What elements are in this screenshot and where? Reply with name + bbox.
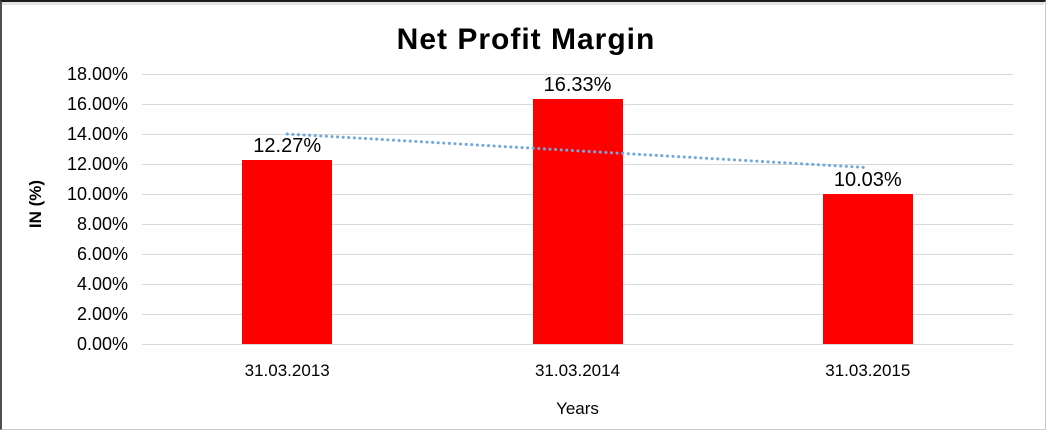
x-tick-label: 31.03.2015 (825, 361, 911, 380)
y-tick-label: 14.00% (66, 124, 128, 144)
y-tick-label: 16.00% (66, 94, 128, 114)
bar-value-label: 12.27% (253, 135, 322, 157)
x-axis-title: Years (556, 399, 599, 418)
bar-31.03.2014 (532, 99, 623, 344)
bar-value-label: 10.03% (833, 168, 902, 191)
bar-value-label: 16.33% (543, 74, 612, 97)
y-tick-label: 0.00% (76, 334, 128, 354)
bar-31.03.2013 (242, 160, 333, 344)
y-tick-label: 10.00% (66, 184, 128, 204)
y-tick-label: 18.00% (66, 64, 128, 84)
frame-top-strip (2, 2, 1044, 5)
y-tick-label: 2.00% (76, 304, 128, 324)
y-tick-label: 6.00% (76, 244, 128, 264)
y-tick-label: 8.00% (76, 214, 128, 234)
y-tick-label: 12.00% (66, 154, 128, 174)
gridline (142, 74, 1013, 75)
trendline (285, 132, 870, 170)
gridline (142, 344, 1013, 345)
y-tick-label: 4.00% (76, 274, 128, 294)
bar-31.03.2015 (822, 193, 913, 344)
x-tick-label: 31.03.2014 (534, 361, 621, 380)
plot-area: 12.27% 16.33% 10.03% (142, 74, 1013, 345)
x-tick-label: 31.03.2013 (244, 361, 330, 380)
chart-title: Net Profit Margin (396, 23, 656, 56)
